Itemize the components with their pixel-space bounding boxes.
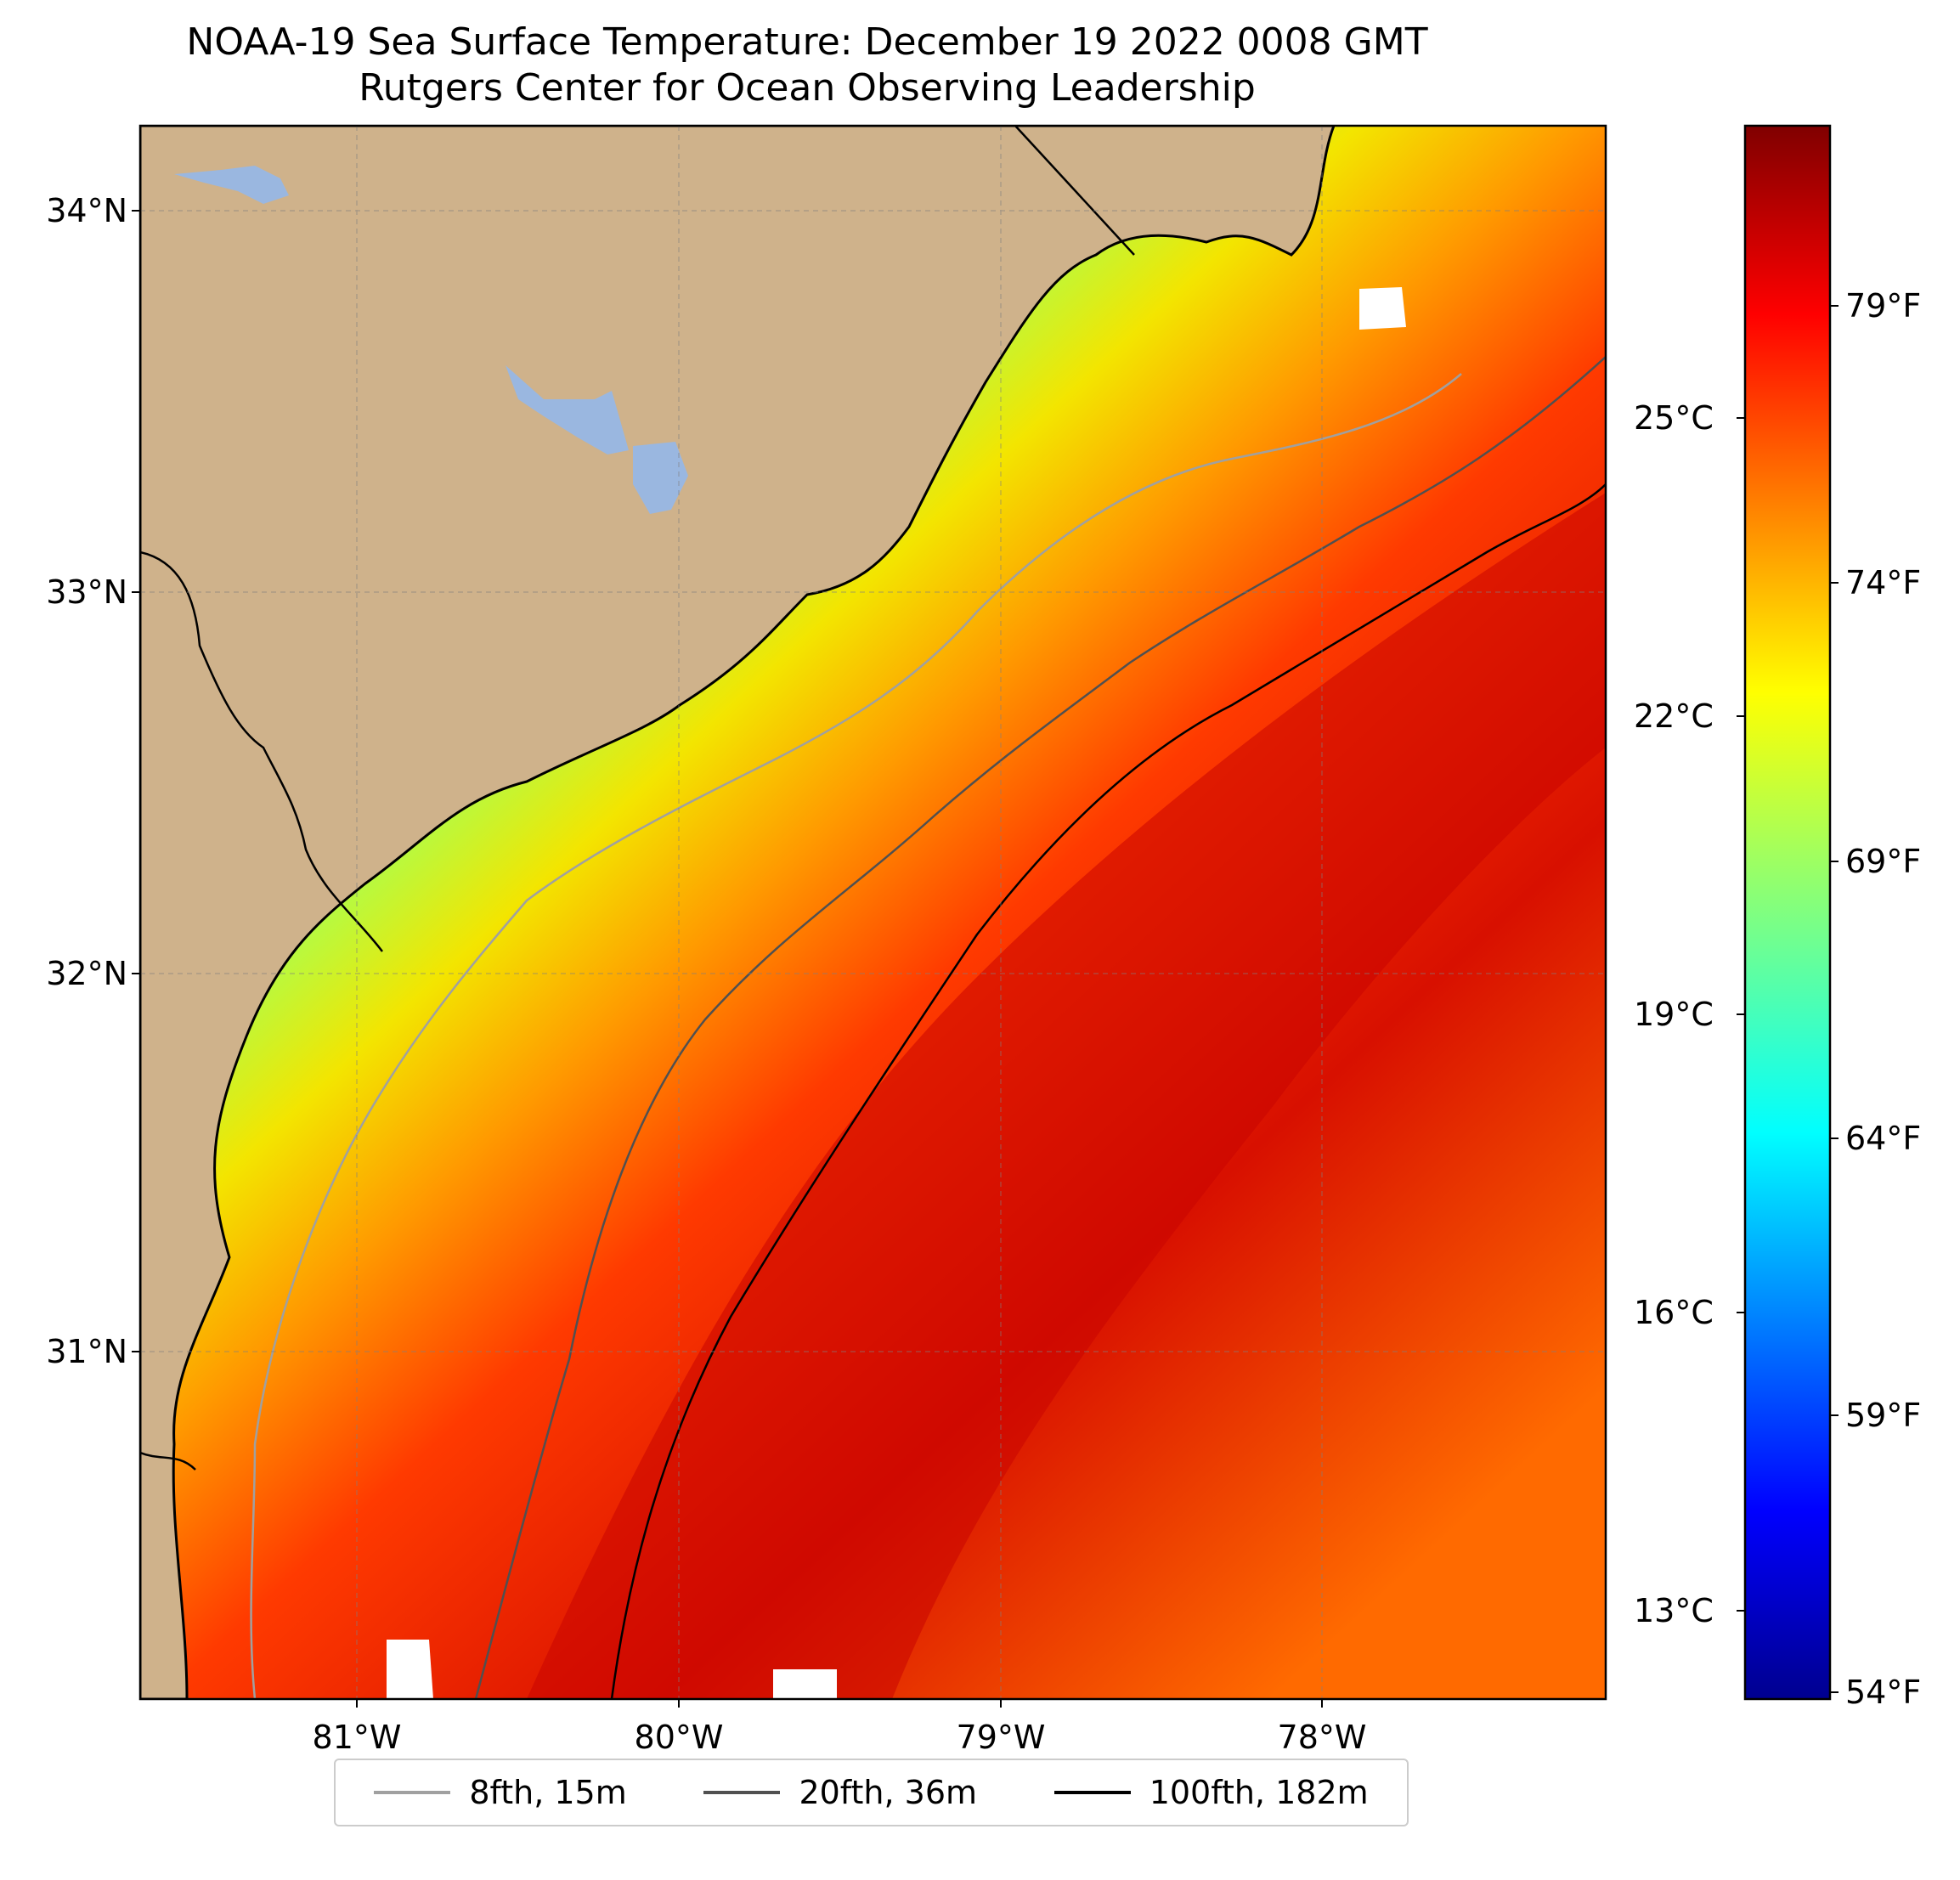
isobath-100fth [610,483,1606,1699]
state-border-sc-ga [140,550,383,952]
fahrenheit-label: 69°F [1845,843,1921,880]
legend-item-8fth: 8fth, 15m [374,1774,627,1811]
lat-label-33: 33°N [46,573,127,611]
fahrenheit-label: 64°F [1845,1120,1921,1157]
celsius-label: 22°C [1634,697,1714,735]
no-data-patch [387,1640,433,1699]
legend-label: 100fth, 182m [1149,1774,1369,1811]
legend-label: 8fth, 15m [469,1774,627,1811]
legend-item-20fth: 20fth, 36m [703,1774,977,1811]
legend-line-swatch [703,1791,781,1794]
lake-moultrie-icon [633,442,688,514]
fahrenheit-label: 74°F [1845,564,1921,601]
lon-label-78: 78°W [1278,1719,1367,1756]
latitude-axis: 34°N 33°N 32°N 31°N [46,192,140,1370]
lat-label-31: 31°N [46,1333,127,1370]
isobath-8fth [250,373,1462,1699]
celsius-label: 25°C [1634,399,1714,437]
lon-label-81: 81°W [313,1719,402,1756]
map-subtitle: Rutgers Center for Ocean Observing Leade… [359,66,1256,110]
celsius-label: 13°C [1634,1592,1714,1629]
map-title: NOAA-19 Sea Surface Temperature: Decembe… [186,20,1428,64]
longitude-axis: 81°W 80°W 79°W 78°W [313,1699,1367,1756]
state-border-nc-sc [1014,126,1135,256]
lon-label-79: 79°W [957,1719,1046,1756]
lake-icon [174,166,289,204]
land-mass [140,126,1336,1699]
celsius-label: 19°C [1634,996,1714,1033]
colorbar [1743,124,1832,1701]
fahrenheit-label: 79°F [1845,287,1921,325]
legend-item-100fth: 100fth, 182m [1053,1774,1369,1811]
lake-marion-icon [506,365,629,454]
lat-label-32: 32°N [46,955,127,992]
lon-label-80: 80°W [635,1719,724,1756]
celsius-label: 16°C [1634,1294,1714,1331]
lat-label-34: 34°N [46,192,127,229]
map-frame [138,124,1607,1701]
gulf-stream-core [527,493,1606,1699]
legend-label: 20fth, 36m [799,1774,978,1811]
legend-line-swatch [1053,1791,1131,1794]
no-data-patch [1359,287,1406,330]
isobath-20fth [474,356,1606,1699]
fahrenheit-label: 59°F [1845,1397,1921,1434]
legend-line-swatch [374,1791,451,1794]
gridlines [140,126,1606,1699]
colorbar-celsius-axis: 25°C 22°C 19°C 16°C 13°C [1634,399,1745,1629]
no-data-patch [773,1669,837,1699]
fahrenheit-label: 54°F [1845,1674,1921,1711]
map-plot-area [140,126,1606,1699]
state-border-ga-fl [140,1451,196,1471]
colorbar-fahrenheit-axis: 79°F 74°F 69°F 64°F 59°F 54°F [1830,287,1921,1711]
isobath-legend: 8fth, 15m 20fth, 36m 100fth, 182m [334,1759,1409,1826]
